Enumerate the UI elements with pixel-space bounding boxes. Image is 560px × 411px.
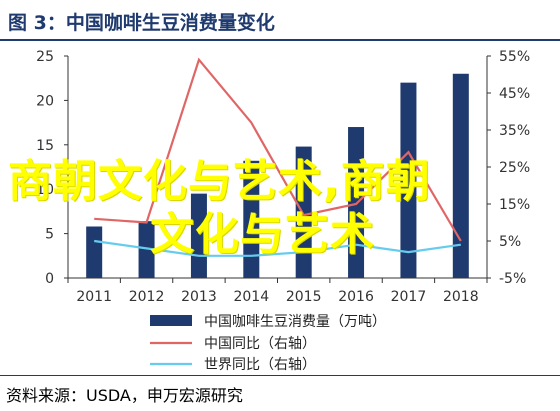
right-tick-label: 25% (499, 160, 530, 176)
bar (243, 160, 260, 278)
watermark-line-1: 商朝文化与艺术,商朝 (8, 156, 431, 207)
x-tick-label: 2012 (129, 289, 165, 305)
title-bar: 图 3：中国咖啡生豆消费量变化 (0, 0, 560, 41)
source-note: 资料来源：USDA，申万宏源研究 (6, 386, 243, 405)
watermark-line-2: 文化与艺术 (150, 209, 375, 260)
chart-title: 图 3：中国咖啡生豆消费量变化 (8, 12, 275, 34)
bar (138, 221, 155, 278)
right-tick-label: -5% (499, 271, 526, 287)
x-tick-label: 2017 (391, 289, 427, 305)
right-tick-label: 35% (499, 123, 530, 139)
legend-label: 中国同比（右轴） (204, 336, 316, 352)
left-tick-label: 10 (36, 182, 54, 198)
left-tick-label: 25 (36, 49, 54, 65)
right-tick-label: 55% (499, 49, 530, 65)
left-tick-label: 15 (36, 138, 54, 154)
left-tick-label: 5 (45, 227, 54, 243)
bar (400, 82, 417, 278)
right-tick-label: 45% (499, 86, 530, 102)
world-yoy-line (94, 239, 461, 257)
bar (452, 73, 469, 278)
source-divider (0, 375, 560, 376)
left-tick-label: 20 (36, 93, 54, 109)
bar (190, 193, 207, 278)
legend-label: 中国咖啡生豆消费量（万吨） (204, 314, 386, 330)
chart: 0 5 10 15 20 25 -5% 5% 15% 25% 35% 45% 55% 2011 2012 20… (36, 49, 530, 373)
x-tick-label: 2016 (338, 289, 374, 305)
x-tick-label: 2018 (443, 289, 479, 305)
x-tick-label: 2011 (76, 289, 112, 305)
legend-label: 世界同比（右轴） (204, 357, 316, 373)
china-yoy-line (94, 57, 462, 242)
left-tick-label: 0 (45, 271, 54, 287)
right-tick-label: 5% (499, 234, 521, 250)
x-tick-label: 2015 (286, 289, 322, 305)
bar (86, 226, 103, 278)
bar (295, 146, 312, 278)
title-divider (0, 39, 560, 41)
legend-swatch-bar (150, 315, 192, 326)
right-tick-label: 15% (499, 197, 530, 213)
x-tick-label: 2013 (181, 289, 217, 305)
x-tick-label: 2014 (233, 289, 269, 305)
